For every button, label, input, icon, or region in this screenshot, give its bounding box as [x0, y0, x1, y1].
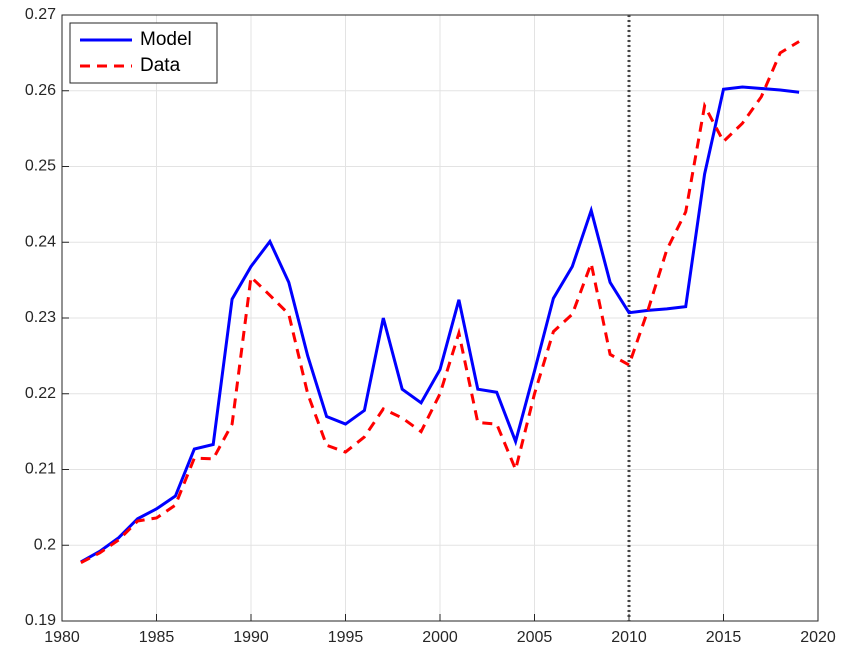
legend-box: [69, 22, 218, 84]
x-tick-label: 1990: [233, 629, 269, 646]
x-tick-label: 2020: [800, 629, 836, 646]
y-tick-label: 0.27: [25, 6, 56, 23]
y-tick-label: 0.23: [25, 309, 56, 326]
x-tick-label: 1985: [139, 629, 175, 646]
x-tick-label: 2005: [517, 629, 553, 646]
legend-label: Data: [140, 55, 181, 76]
y-tick-label: 0.24: [25, 233, 56, 250]
y-tick-label: 0.21: [25, 461, 56, 478]
series-line: [80, 85, 800, 564]
y-tick-label: 0.19: [25, 612, 56, 629]
x-tick-label: 1995: [328, 629, 364, 646]
y-tick-label: 0.26: [25, 82, 56, 99]
x-tick-label: 2000: [422, 629, 458, 646]
y-tick-label: 0.25: [25, 158, 56, 175]
series-line: [80, 40, 800, 565]
y-tick-label: 0.22: [25, 385, 56, 402]
y-tick-label: 0.2: [34, 536, 56, 553]
x-tick-label: 1980: [44, 629, 80, 646]
x-tick-label: 2015: [706, 629, 742, 646]
legend-label: Model: [140, 29, 192, 50]
x-tick-label: 2010: [611, 629, 647, 646]
axes-box: [61, 14, 819, 622]
